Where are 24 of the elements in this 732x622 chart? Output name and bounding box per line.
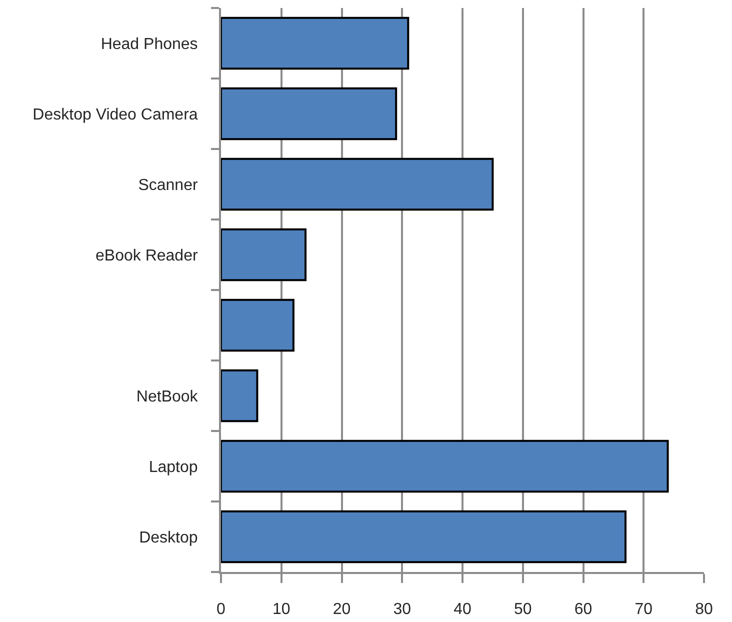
x-tick-label: 70 [634,601,653,618]
y-tick-label: NetBook [136,388,199,406]
y-tick-label: Head Phones [100,36,198,53]
bar [221,510,627,564]
x-tick-label: 0 [216,601,226,618]
bar [221,228,307,282]
x-tick-label: 50 [514,601,532,618]
y-tick-label: Desktop [139,529,198,546]
bar [221,158,494,211]
bar [221,369,258,422]
x-tick-label: 20 [332,601,351,618]
bar [221,440,669,493]
bar [221,16,410,70]
y-tick-label: Desktop Video Camera [32,106,198,124]
y-tick-label: Scanner [138,176,198,194]
bar [221,87,398,140]
x-tick-label: 60 [574,601,592,618]
y-tick-label: Laptop [148,458,198,476]
x-tick-label: 10 [272,601,290,618]
x-tick-label: 30 [393,601,412,618]
x-tick-label: 40 [454,601,472,618]
bar [221,298,294,352]
y-tick-label: eBook Reader [96,247,198,264]
x-tick-label: 80 [695,601,713,618]
